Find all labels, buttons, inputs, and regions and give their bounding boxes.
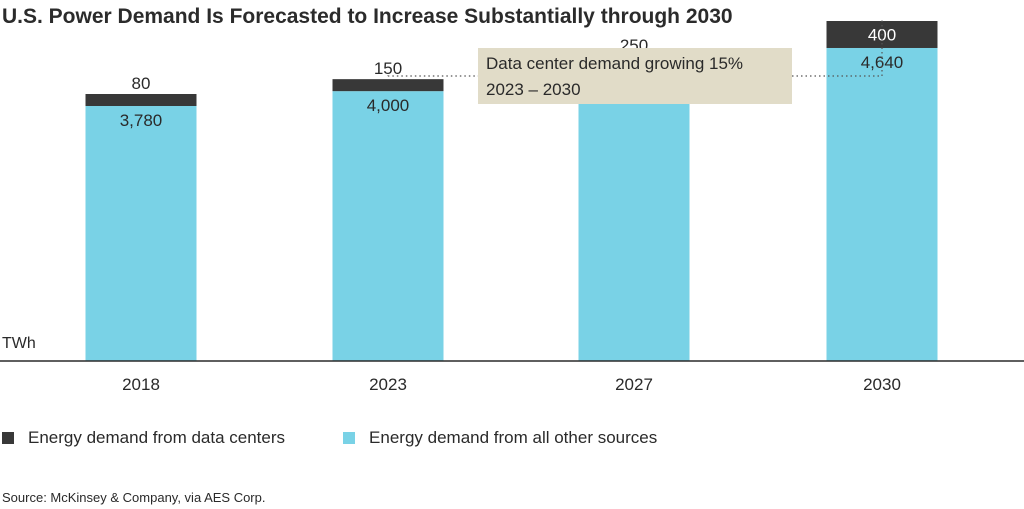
bar-data-centers-2018: [85, 94, 197, 106]
legend-item-other-sources: Energy demand from all other sources: [343, 428, 657, 448]
y-axis-label: TWh: [2, 335, 36, 352]
bar-data-centers-2023: [332, 79, 444, 92]
bar-other-sources-2027: [578, 72, 690, 361]
data-label-data-centers-2018: 80: [132, 74, 151, 93]
data-label-other-sources-2023: 4,000: [367, 96, 410, 115]
legend: Energy demand from data centers Energy d…: [2, 428, 657, 448]
x-tick-2018: 2018: [122, 375, 160, 394]
bar-other-sources-2030: [826, 47, 938, 361]
x-tick-2030: 2030: [863, 375, 901, 394]
annotation-line-1: Data center demand growing 15%: [486, 54, 744, 73]
bar-other-sources-2018: [85, 106, 197, 361]
bar-other-sources-2023: [332, 91, 444, 362]
chart-title: U.S. Power Demand Is Forecasted to Incre…: [2, 5, 733, 28]
annotation-connector: [387, 18, 883, 77]
annotation-box: Data center demand growing 15% 2023 – 20…: [478, 48, 792, 104]
legend-item-data-centers: Energy demand from data centers: [2, 428, 285, 448]
legend-swatch-data-centers: [2, 432, 14, 444]
x-tick-2027: 2027: [615, 375, 653, 394]
annotation-line-2: 2023 – 2030: [486, 80, 581, 99]
data-label-other-sources-2018: 3,780: [120, 111, 163, 130]
source-note: Source: McKinsey & Company, via AES Corp…: [2, 490, 266, 505]
x-tick-labels: 2018 2023 2027 2030: [122, 375, 901, 394]
legend-swatch-other-sources: [343, 432, 356, 444]
x-tick-2023: 2023: [369, 375, 407, 394]
legend-label-data-centers: Energy demand from data centers: [28, 428, 286, 447]
data-label-data-centers-2023: 150: [374, 59, 402, 78]
legend-label-other-sources: Energy demand from all other sources: [369, 428, 658, 447]
